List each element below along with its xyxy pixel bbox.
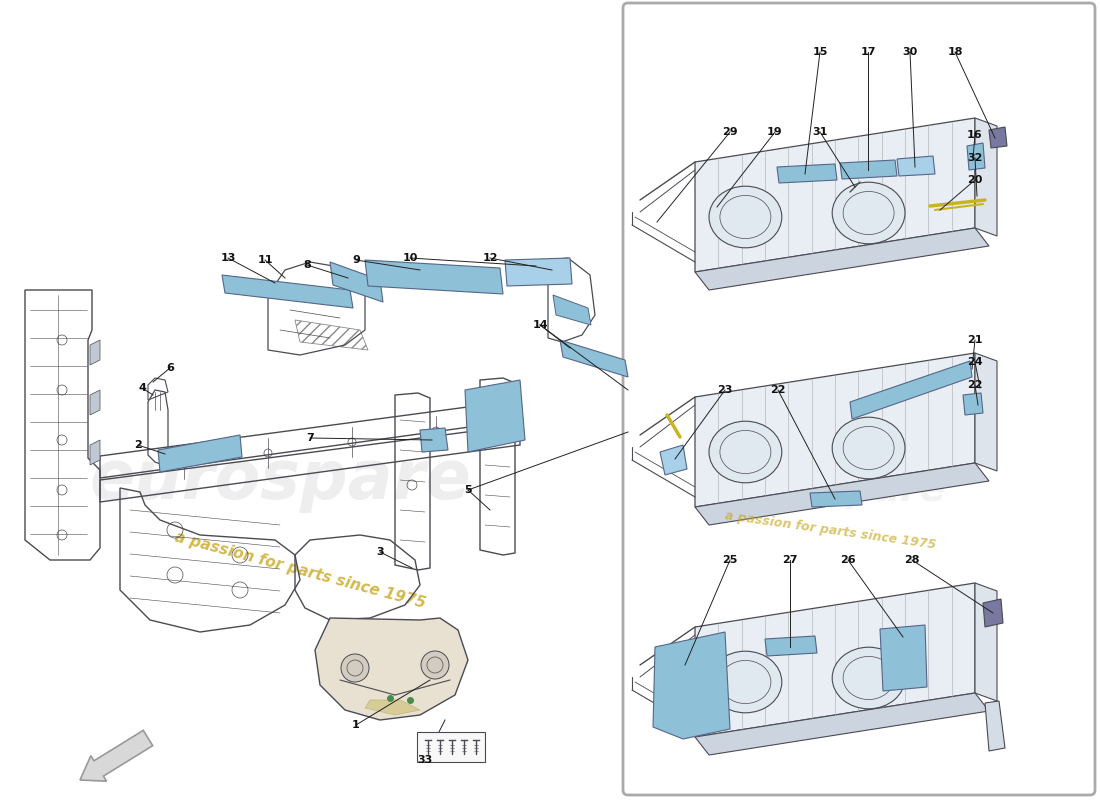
Polygon shape: [465, 380, 525, 452]
Polygon shape: [989, 127, 1006, 148]
Text: 33: 33: [417, 755, 432, 765]
Text: 30: 30: [902, 47, 917, 57]
Text: 13: 13: [220, 253, 235, 263]
Text: 17: 17: [860, 47, 876, 57]
Text: 11: 11: [257, 255, 273, 265]
Polygon shape: [695, 118, 975, 272]
Text: 16: 16: [967, 130, 982, 140]
Text: 22: 22: [770, 385, 785, 395]
Text: 10: 10: [403, 253, 418, 263]
Polygon shape: [975, 118, 997, 236]
Polygon shape: [695, 228, 989, 290]
Polygon shape: [983, 599, 1003, 627]
Polygon shape: [850, 361, 972, 419]
Text: 12: 12: [482, 253, 497, 263]
Polygon shape: [967, 143, 984, 170]
Polygon shape: [560, 340, 628, 377]
Ellipse shape: [833, 182, 905, 244]
Polygon shape: [695, 353, 975, 507]
Polygon shape: [764, 636, 817, 656]
Circle shape: [421, 651, 449, 679]
Polygon shape: [90, 440, 100, 465]
Text: 14: 14: [532, 320, 548, 330]
FancyArrow shape: [80, 730, 153, 782]
Polygon shape: [695, 693, 989, 755]
Text: 25: 25: [723, 555, 738, 565]
Polygon shape: [880, 625, 927, 691]
Polygon shape: [365, 260, 503, 294]
Polygon shape: [975, 583, 997, 701]
Ellipse shape: [710, 651, 782, 713]
Text: 31: 31: [812, 127, 827, 137]
Text: a passion for parts since 1975: a passion for parts since 1975: [173, 530, 427, 610]
Text: 1: 1: [352, 720, 360, 730]
Text: 21: 21: [967, 335, 982, 345]
Polygon shape: [315, 618, 468, 720]
Text: 20: 20: [967, 175, 982, 185]
Polygon shape: [810, 491, 862, 507]
Text: 15: 15: [812, 47, 827, 57]
Text: 24: 24: [967, 357, 982, 367]
Polygon shape: [222, 275, 353, 308]
Polygon shape: [984, 701, 1005, 751]
Polygon shape: [90, 390, 100, 415]
Polygon shape: [777, 164, 837, 183]
Polygon shape: [695, 463, 989, 525]
Text: 23: 23: [717, 385, 733, 395]
Text: 2: 2: [134, 440, 142, 450]
Polygon shape: [840, 160, 896, 179]
Text: eurospare: eurospare: [724, 471, 946, 509]
Text: 29: 29: [723, 127, 738, 137]
Polygon shape: [660, 445, 688, 475]
Circle shape: [341, 654, 368, 682]
Polygon shape: [896, 156, 935, 176]
Text: eurospare: eurospare: [89, 447, 471, 513]
Polygon shape: [420, 428, 448, 452]
Text: a passion for parts since 1975: a passion for parts since 1975: [724, 509, 936, 551]
Text: 3: 3: [376, 547, 384, 557]
Polygon shape: [158, 435, 242, 472]
Polygon shape: [962, 393, 983, 415]
Text: 27: 27: [782, 555, 797, 565]
Polygon shape: [330, 262, 383, 302]
Polygon shape: [975, 353, 997, 471]
Text: 26: 26: [840, 555, 856, 565]
Polygon shape: [505, 258, 572, 286]
Text: 32: 32: [967, 153, 982, 163]
Text: 28: 28: [904, 555, 920, 565]
FancyBboxPatch shape: [623, 3, 1094, 795]
Text: 7: 7: [306, 433, 313, 443]
Text: 9: 9: [352, 255, 360, 265]
Polygon shape: [90, 340, 100, 365]
Text: 6: 6: [166, 363, 174, 373]
Bar: [417, 732, 485, 762]
Polygon shape: [553, 295, 591, 325]
Text: 22: 22: [967, 380, 982, 390]
Text: 8: 8: [304, 260, 311, 270]
Ellipse shape: [833, 647, 905, 709]
Polygon shape: [695, 583, 975, 737]
Text: 19: 19: [767, 127, 783, 137]
Ellipse shape: [833, 418, 905, 478]
Text: 4: 4: [139, 383, 146, 393]
Ellipse shape: [710, 421, 782, 482]
Ellipse shape: [710, 186, 782, 248]
Text: 18: 18: [947, 47, 962, 57]
Text: 5: 5: [464, 485, 472, 495]
Polygon shape: [365, 700, 420, 715]
Polygon shape: [653, 632, 730, 739]
